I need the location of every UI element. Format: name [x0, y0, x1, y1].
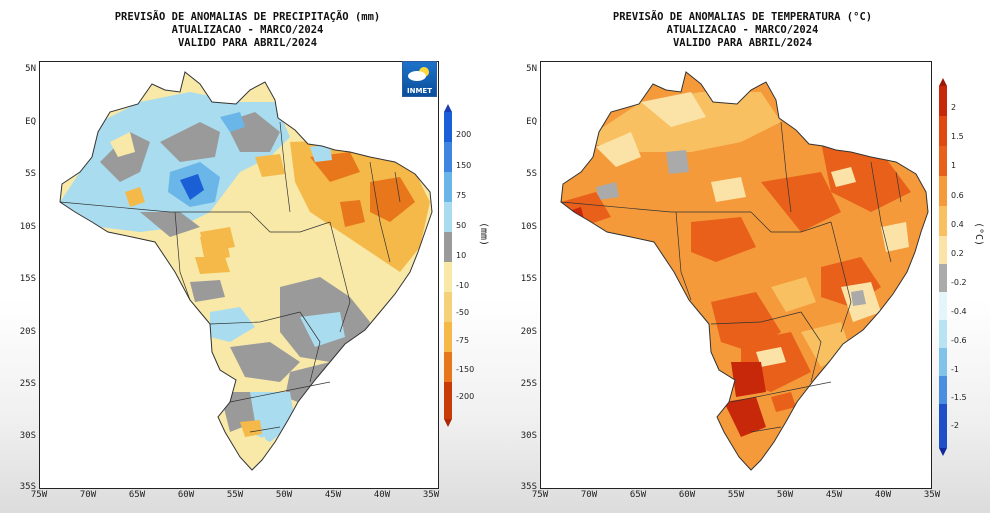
temp-tick: 0.6 — [951, 191, 964, 200]
precip-unit-label: (mm) — [478, 222, 489, 247]
lon-label: 60W — [177, 490, 195, 500]
precip-tick: -50 — [456, 308, 470, 317]
temp-tick: 1 — [951, 161, 957, 170]
lat-label: 35S — [19, 482, 36, 492]
temp-tick: -2 — [951, 421, 959, 430]
lat-label: 5N — [526, 64, 537, 74]
lon-label: 60W — [678, 490, 696, 500]
temp-unit-label: (°C) — [973, 222, 984, 247]
lon-label: 75W — [531, 490, 549, 500]
lon-label: 55W — [226, 490, 244, 500]
lat-label: 20S — [19, 327, 36, 337]
lat-label: 35S — [520, 482, 537, 492]
lat-label: 30S — [520, 431, 537, 441]
precip-map-svg — [59, 71, 433, 471]
temp-tick: 1.5 — [951, 132, 964, 141]
lon-label: 45W — [324, 490, 342, 500]
lon-label: 65W — [629, 490, 647, 500]
temp-tick: -1.5 — [951, 393, 967, 402]
precip-tick: 75 — [456, 191, 467, 200]
precip-title-line1: PREVISÃO DE ANOMALIAS DE PRECIPITAÇÃO (m… — [114, 11, 381, 23]
temp-tick: -0.4 — [951, 307, 967, 316]
lat-label: EQ — [526, 117, 537, 127]
lon-label: 40W — [373, 490, 391, 500]
precip-tick: 50 — [456, 221, 467, 230]
temp-tick: -0.2 — [951, 278, 967, 287]
lon-label: 35W — [923, 490, 941, 500]
lat-label: 15S — [19, 274, 36, 284]
lat-label: EQ — [25, 117, 36, 127]
precip-panel: PREVISÃO DE ANOMALIAS DE PRECIPITAÇÃO (m… — [0, 11, 495, 500]
lon-label: 65W — [128, 490, 146, 500]
precip-tick: -200 — [456, 392, 475, 401]
precip-title-line2: ATUALIZACAO - MARCO/2024 — [171, 24, 324, 36]
lat-label: 5S — [526, 169, 537, 179]
lat-label: 20S — [520, 327, 537, 337]
temp-title: PREVISÃO DE ANOMALIAS DE TEMPERATURA (°C… — [495, 11, 990, 50]
lat-label: 5N — [25, 64, 36, 74]
precip-tick: 200 — [456, 130, 472, 139]
temp-colorbar — [939, 78, 947, 456]
temp-tick: 0.2 — [951, 249, 964, 258]
temp-tick: -1 — [951, 365, 959, 374]
lon-label: 55W — [727, 490, 745, 500]
temp-tick: 0.4 — [951, 220, 964, 229]
lat-label: 15S — [520, 274, 537, 284]
lon-label: 45W — [825, 490, 843, 500]
lat-label: 10S — [19, 222, 36, 232]
lon-label: 40W — [874, 490, 892, 500]
cloud-icon — [408, 67, 429, 81]
precip-title-line3: VALIDO PARA ABRIL/2024 — [177, 37, 318, 49]
temp-title-line1: PREVISÃO DE ANOMALIAS DE TEMPERATURA (°C… — [612, 11, 873, 23]
precip-title: PREVISÃO DE ANOMALIAS DE PRECIPITAÇÃO (m… — [0, 11, 495, 50]
lat-label: 10S — [520, 222, 537, 232]
precip-map — [39, 61, 439, 489]
lon-label: 35W — [422, 490, 440, 500]
precip-colorbar — [444, 104, 452, 427]
inmet-logo: INMET — [402, 61, 437, 97]
temp-map — [540, 61, 932, 489]
precip-tick: 10 — [456, 251, 467, 260]
temp-tick: 2 — [951, 103, 957, 112]
temp-title-line3: VALIDO PARA ABRIL/2024 — [672, 37, 813, 49]
lon-label: 50W — [776, 490, 794, 500]
lat-label: 25S — [19, 379, 36, 389]
temp-panel: PREVISÃO DE ANOMALIAS DE TEMPERATURA (°C… — [495, 0, 990, 513]
temp-map-svg — [560, 71, 929, 471]
lon-label: 70W — [580, 490, 598, 500]
precip-tick: 150 — [456, 161, 472, 170]
lat-label: 5S — [25, 169, 36, 179]
precip-tick: -75 — [456, 336, 470, 345]
lat-label: 30S — [19, 431, 36, 441]
precip-tick: -150 — [456, 365, 475, 374]
lon-label: 75W — [30, 490, 48, 500]
lon-label: 50W — [275, 490, 293, 500]
lat-label: 25S — [520, 379, 537, 389]
temp-tick: -0.6 — [951, 336, 967, 345]
precip-tick: -10 — [456, 281, 470, 290]
lon-label: 70W — [79, 490, 97, 500]
temp-title-line2: ATUALIZACAO - MARCO/2024 — [666, 24, 819, 36]
inmet-logo-text: INMET — [407, 87, 432, 95]
